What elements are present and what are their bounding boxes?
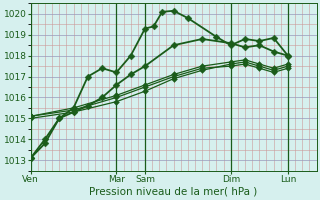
X-axis label: Pression niveau de la mer( hPa ): Pression niveau de la mer( hPa ) bbox=[90, 187, 258, 197]
